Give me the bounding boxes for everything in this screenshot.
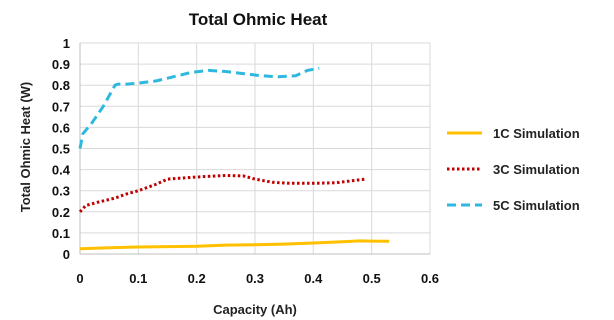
- tick-labels: 0 0.1 0.2 0.3 0.4 0.5 0.6 0 0.1 0.2 0.3 0.4 0.5 0.6 0.…: [52, 36, 439, 286]
- series-line-2: [78, 174, 366, 213]
- y-tick-label: 0.7: [52, 99, 70, 114]
- x-tick-label: 0.1: [129, 271, 147, 286]
- y-tick-label: 0.1: [52, 226, 70, 241]
- plot-series: [78, 66, 390, 251]
- legend: 1C Simulation 3C Simulation 5C Simulation: [447, 126, 580, 213]
- y-tick-label: 1: [63, 36, 70, 51]
- x-tick-label: 0.5: [363, 271, 381, 286]
- y-tick-label: 0.3: [52, 184, 70, 199]
- y-tick-label: 0.6: [52, 120, 70, 135]
- x-tick-label: 0.3: [246, 271, 264, 286]
- x-tick-label: 0: [76, 271, 83, 286]
- series-line-1: [79, 239, 390, 251]
- y-tick-label: 0: [63, 247, 70, 262]
- legend-label-1: 1C Simulation: [493, 126, 580, 141]
- series-line-3: [78, 66, 320, 149]
- y-tick-label: 0.8: [52, 78, 70, 93]
- chart-title: Total Ohmic Heat: [189, 10, 328, 29]
- grid: [79, 42, 431, 255]
- legend-label-2: 3C Simulation: [493, 162, 580, 177]
- legend-label-3: 5C Simulation: [493, 198, 580, 213]
- y-tick-label: 0.4: [52, 163, 71, 178]
- x-tick-label: 0.4: [304, 271, 323, 286]
- y-tick-label: 0.5: [52, 142, 70, 157]
- x-axis-title: Capacity (Ah): [213, 302, 297, 317]
- x-tick-label: 0.6: [421, 271, 439, 286]
- y-axis-title: Total Ohmic Heat (W): [18, 82, 33, 212]
- y-tick-label: 0.2: [52, 205, 70, 220]
- x-tick-label: 0.2: [188, 271, 206, 286]
- y-tick-label: 0.9: [52, 57, 70, 72]
